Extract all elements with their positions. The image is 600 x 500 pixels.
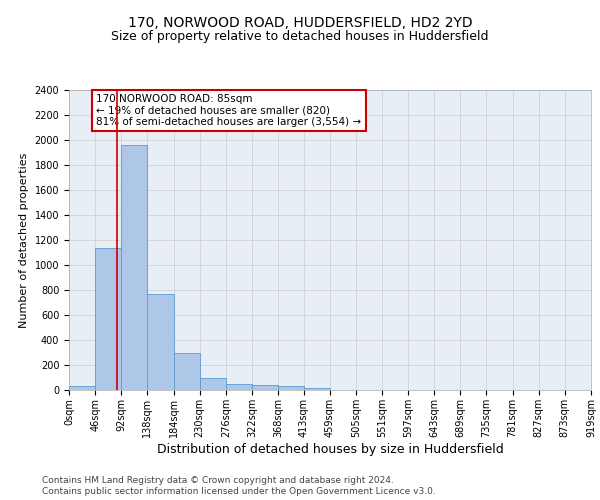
Bar — [148, 294, 173, 390]
Text: 170 NORWOOD ROAD: 85sqm
← 19% of detached houses are smaller (820)
81% of semi-d: 170 NORWOOD ROAD: 85sqm ← 19% of detache… — [96, 94, 361, 127]
Bar — [121, 145, 148, 390]
Bar — [173, 352, 200, 390]
Bar — [69, 386, 95, 390]
Bar — [278, 386, 304, 390]
Text: Contains HM Land Registry data © Crown copyright and database right 2024.: Contains HM Land Registry data © Crown c… — [42, 476, 394, 485]
Bar — [304, 388, 330, 390]
Text: Size of property relative to detached houses in Huddersfield: Size of property relative to detached ho… — [111, 30, 489, 43]
Bar — [252, 385, 278, 390]
Y-axis label: Number of detached properties: Number of detached properties — [19, 152, 29, 328]
Bar — [200, 378, 226, 390]
Bar — [226, 384, 252, 390]
Text: 170, NORWOOD ROAD, HUDDERSFIELD, HD2 2YD: 170, NORWOOD ROAD, HUDDERSFIELD, HD2 2YD — [128, 16, 472, 30]
Text: Contains public sector information licensed under the Open Government Licence v3: Contains public sector information licen… — [42, 487, 436, 496]
X-axis label: Distribution of detached houses by size in Huddersfield: Distribution of detached houses by size … — [157, 442, 503, 456]
Bar — [95, 248, 121, 390]
